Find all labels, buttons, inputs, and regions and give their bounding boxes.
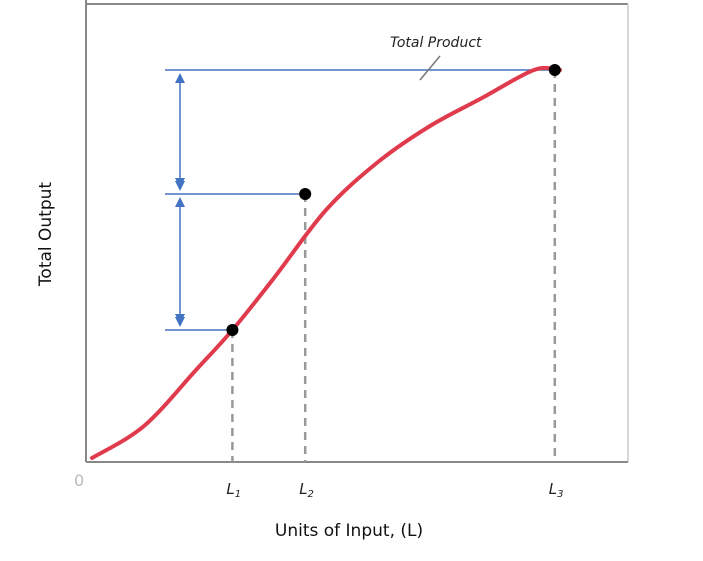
point-l2 — [299, 188, 312, 200]
x-axis-label: Units of Input, (L) — [275, 521, 423, 541]
y-axis-label: Total Output — [36, 182, 56, 287]
arrowhead-bottom-2 — [175, 317, 185, 327]
point-l1 — [226, 324, 239, 336]
output-change-arrows — [165, 69, 555, 331]
curve-label-leader — [419, 55, 441, 81]
tick-label-l3: L3 — [549, 480, 564, 500]
tick-label-l1: L1 — [226, 480, 241, 500]
arrowhead-top-1 — [175, 73, 185, 83]
tick-label-l2: L2 — [299, 480, 314, 500]
arrowhead-bottom-1 — [175, 181, 185, 191]
origin-label: 0 — [74, 471, 84, 490]
total-product-curve — [90, 65, 562, 460]
point-l3 — [548, 64, 561, 76]
x-tick-labels: L1 L2 L3 — [226, 480, 563, 500]
data-points — [226, 64, 561, 336]
curve-label: Total Product — [390, 35, 482, 51]
arrowhead-top-2 — [175, 197, 185, 207]
